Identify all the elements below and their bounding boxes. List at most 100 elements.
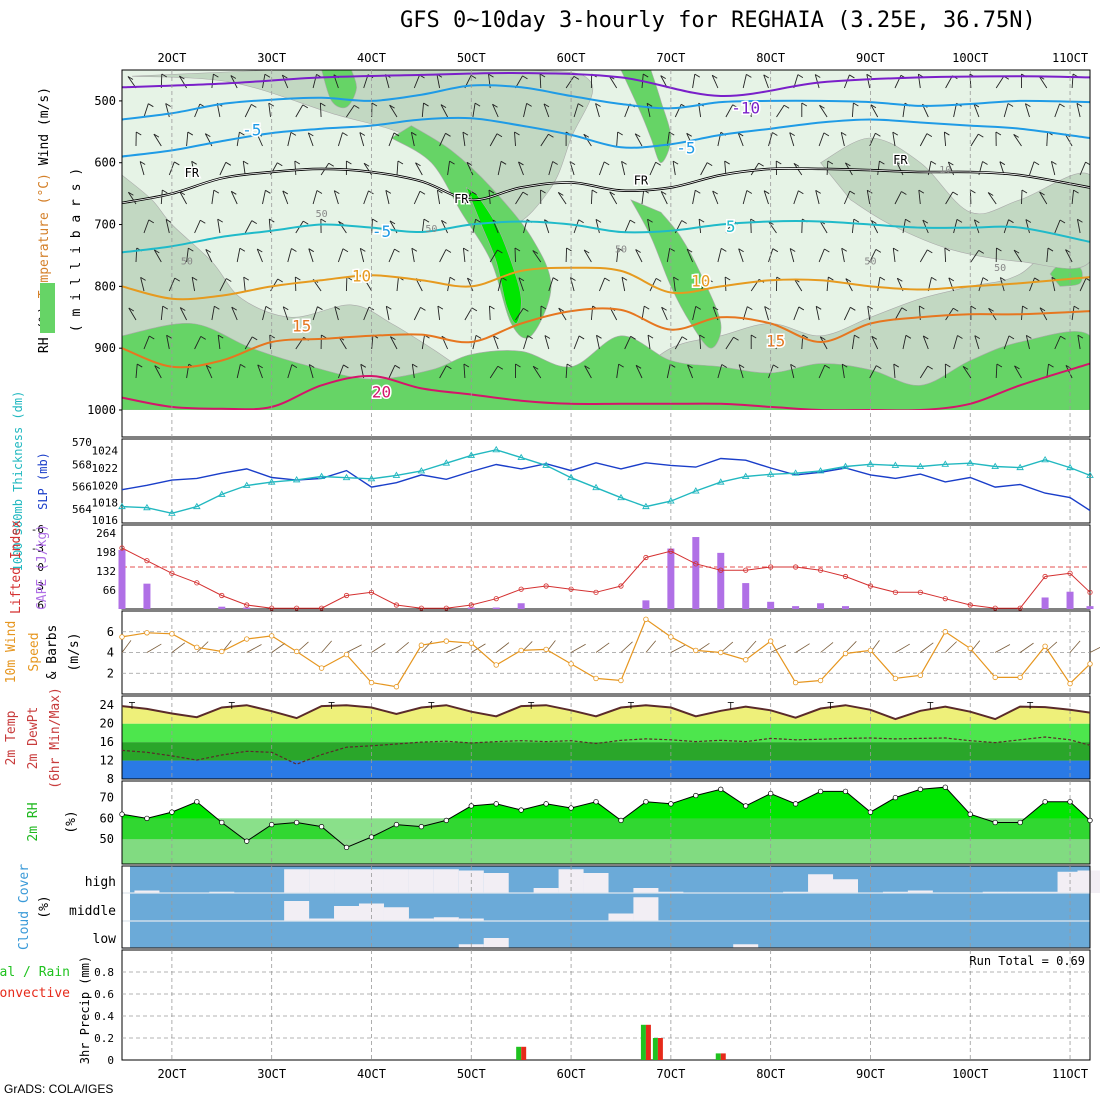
barb-staff	[565, 364, 568, 379]
barb-feather	[841, 131, 847, 136]
barb-feather	[475, 218, 481, 223]
barb-feather	[1013, 134, 1019, 138]
barb-staff	[737, 132, 744, 147]
barb-feather	[944, 247, 951, 252]
temp-band-1	[122, 742, 1090, 761]
barb-feather	[747, 306, 753, 310]
barb-staff	[413, 191, 421, 205]
rh2m-tick-label: 70	[100, 791, 114, 805]
barb-feather	[1022, 305, 1028, 310]
wind-speed-marker	[967, 645, 973, 652]
wind-ylabel-3: & Barbs	[45, 625, 60, 680]
barb-staff	[851, 335, 855, 350]
isotherm-fr-inner	[122, 168, 1090, 204]
wind-barb	[699, 334, 705, 350]
wind-tick-label: 4	[107, 646, 114, 660]
temp2m-frame	[121, 695, 1091, 780]
barb-feather	[526, 102, 532, 107]
barb-feather	[583, 249, 590, 254]
barb-staff	[1050, 161, 1056, 176]
barb-staff	[570, 277, 575, 292]
wind-barb	[647, 218, 653, 234]
wind-barb	[1054, 335, 1066, 350]
wind-speed-marker	[992, 674, 998, 681]
barb-feather	[558, 307, 564, 312]
barb-staff	[338, 221, 347, 234]
wind-barb	[686, 248, 694, 263]
wind-barb	[1039, 191, 1048, 205]
slp-tick-label: 1022	[92, 462, 119, 475]
barb-feather	[686, 132, 692, 137]
barb-staff	[877, 277, 881, 292]
cloud-cell-middle	[358, 903, 384, 921]
wind-barb	[514, 131, 520, 147]
thickness-marker	[791, 469, 800, 476]
barb-feather	[732, 104, 738, 109]
barb-feather	[978, 133, 984, 138]
barb-feather	[225, 161, 232, 166]
barb-feather	[721, 248, 727, 252]
barb-feather	[463, 363, 470, 368]
barb-feather	[970, 305, 977, 310]
thickness-tick-label: 570	[72, 436, 92, 449]
run-total-text: Run Total = 0.69	[969, 954, 1085, 968]
barb-staff	[389, 104, 398, 118]
thickness-marker	[567, 473, 575, 481]
barb-staff	[514, 132, 516, 147]
wind-barb	[219, 278, 232, 292]
wind-barb	[1029, 277, 1040, 292]
barb-feather	[265, 306, 272, 310]
wind-barb	[154, 365, 162, 379]
wind-barb	[334, 306, 341, 321]
barb-feather	[1077, 218, 1083, 223]
barb-feather	[514, 131, 520, 136]
barb-staff	[635, 365, 643, 379]
wind-speed-marker	[443, 638, 450, 644]
wind-ylabel-2: Speed	[27, 632, 42, 671]
barb-staff	[699, 335, 702, 350]
wind-barb	[922, 219, 929, 234]
cloud-cell-middle	[334, 906, 360, 921]
barb-feather	[772, 132, 778, 136]
barb-feather	[930, 160, 937, 165]
wind-barb	[776, 104, 790, 118]
wind-speed-marker	[743, 657, 749, 663]
temp-contour-label: 10	[352, 266, 371, 285]
li-tick-label: 6	[37, 599, 44, 612]
barb-feather	[621, 160, 627, 165]
barb-feather	[901, 191, 907, 195]
barb-feather	[724, 276, 731, 281]
rh2m-marker	[743, 803, 749, 809]
wind-barb	[338, 221, 347, 234]
barb-feather	[475, 334, 482, 339]
barb-staff	[287, 248, 292, 263]
cloud-cell-high	[1007, 891, 1033, 893]
thickness-tick-label: 568	[72, 458, 92, 471]
wind-barb	[673, 276, 679, 292]
barb-feather	[897, 277, 903, 282]
wind10m-barb	[471, 643, 486, 653]
barb-feather	[200, 336, 206, 340]
wind-barb	[413, 190, 426, 205]
rh2m-marker	[618, 817, 624, 824]
barb-staff	[789, 248, 795, 263]
barb-feather	[558, 192, 564, 196]
wind-barb	[686, 132, 694, 147]
slp-tick-label: 1018	[92, 497, 119, 510]
wind-barb	[287, 131, 297, 147]
barb-staff	[793, 190, 799, 205]
wind-barb	[191, 160, 197, 176]
barb-staff	[413, 74, 420, 89]
temp2m-ylabel-3: (6hr Min/Max)	[48, 687, 63, 789]
lifted-index-marker	[119, 545, 125, 551]
barb-staff	[436, 74, 441, 89]
rh-region-6	[630, 199, 722, 349]
barb-feather	[695, 305, 701, 310]
barb-feather	[687, 364, 693, 369]
rh2m-marker	[169, 809, 175, 815]
wind-barb	[962, 366, 972, 379]
barb-feather	[523, 308, 529, 312]
wind-barb	[135, 363, 143, 379]
barb-staff	[843, 74, 850, 89]
barb-staff	[1077, 335, 1081, 350]
